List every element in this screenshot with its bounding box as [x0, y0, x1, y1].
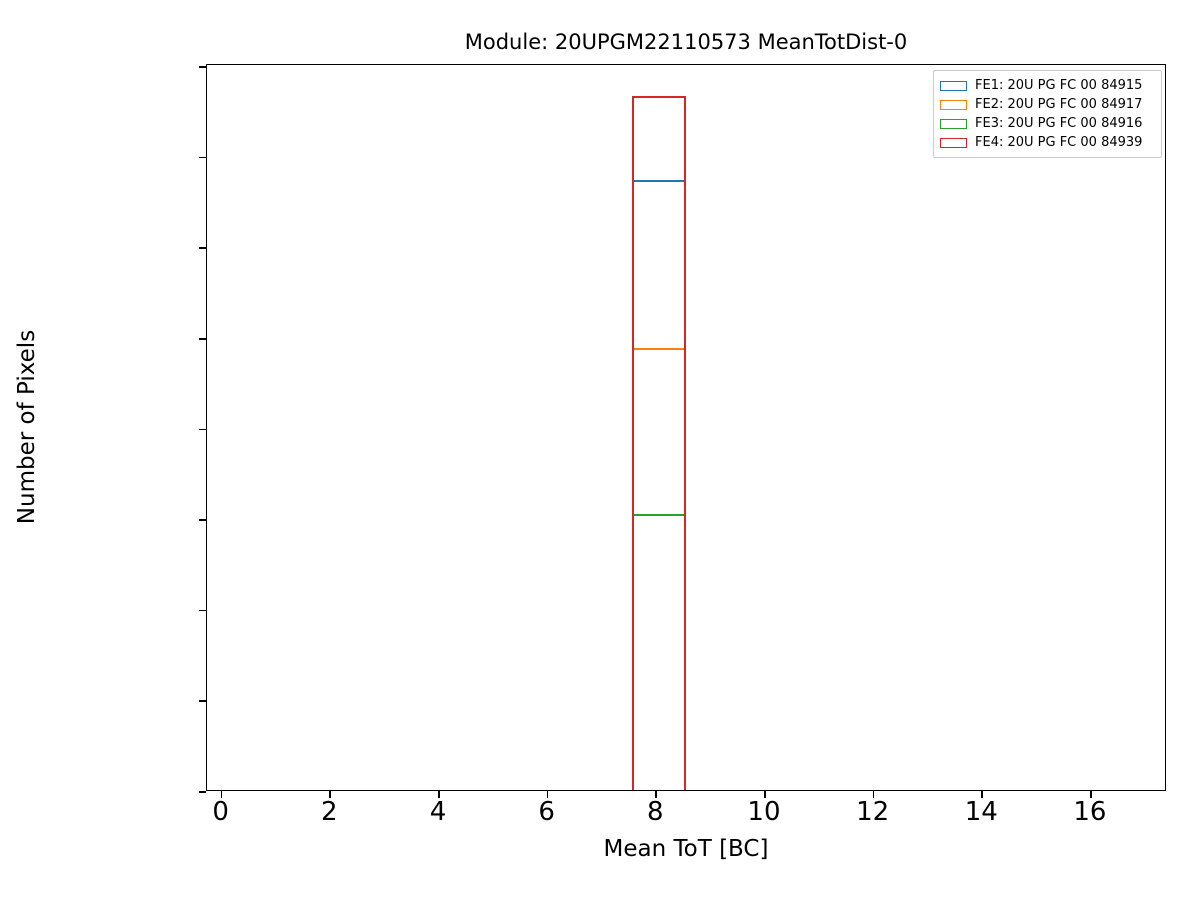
y-tick-mark — [199, 66, 206, 68]
legend-item-label: FE4: 20U PG FC 00 84939 — [975, 135, 1143, 150]
x-tick-mark — [655, 791, 657, 798]
legend-item: FE4: 20U PG FC 00 84939 — [940, 133, 1155, 152]
x-tick-mark — [981, 791, 983, 798]
legend-item: FE2: 20U PG FC 00 84917 — [940, 95, 1155, 114]
x-tick-mark — [1089, 791, 1092, 798]
x-tick-label: 12 — [856, 797, 890, 827]
x-tick-mark — [437, 791, 440, 798]
y-tick-mark — [199, 247, 206, 250]
chart-legend: FE1: 20U PG FC 00 84915 FE2: 20U PG FC 00… — [933, 70, 1162, 158]
x-tick-mark — [872, 791, 875, 798]
y-axis-label: Number of Pixels — [14, 329, 40, 525]
legend-swatch-icon — [940, 137, 967, 148]
x-tick-label: 0 — [212, 797, 229, 827]
y-tick-mark — [199, 338, 206, 340]
x-tick-label: 16 — [1073, 797, 1107, 827]
legend-item-label: FE3: 20U PG FC 00 84916 — [975, 116, 1143, 131]
x-tick-label: 6 — [538, 797, 555, 827]
x-tick-label: 2 — [321, 797, 338, 827]
y-tick-mark — [199, 700, 206, 702]
x-tick-mark — [763, 791, 766, 798]
x-tick-mark — [546, 791, 549, 798]
y-tick-mark — [199, 428, 206, 431]
y-tick-mark — [199, 519, 206, 521]
plot-area — [206, 64, 1166, 791]
legend-item: FE3: 20U PG FC 00 84916 — [940, 114, 1155, 133]
legend-item: FE1: 20U PG FC 00 84915 — [940, 76, 1155, 95]
legend-swatch-icon — [940, 99, 967, 110]
x-tick-mark — [329, 791, 331, 798]
x-tick-label: 8 — [647, 797, 664, 827]
legend-item-label: FE2: 20U PG FC 00 84917 — [975, 97, 1143, 112]
legend-swatch-icon — [940, 80, 967, 91]
x-tick-mark — [220, 791, 223, 798]
y-tick-mark — [199, 791, 206, 793]
x-tick-label: 10 — [747, 797, 781, 827]
chart-title: Module: 20UPGM22110573 MeanTotDist-0 — [464, 30, 908, 54]
legend-swatch-icon — [940, 118, 967, 129]
histogram-bar — [631, 95, 687, 790]
legend-item-label: FE1: 20U PG FC 00 84915 — [975, 78, 1143, 93]
x-axis-label: Mean ToT [BC] — [603, 836, 769, 862]
y-tick-mark — [199, 609, 206, 612]
x-tick-label: 4 — [429, 797, 447, 827]
x-tick-label: 14 — [964, 797, 998, 827]
y-tick-mark — [199, 156, 206, 159]
